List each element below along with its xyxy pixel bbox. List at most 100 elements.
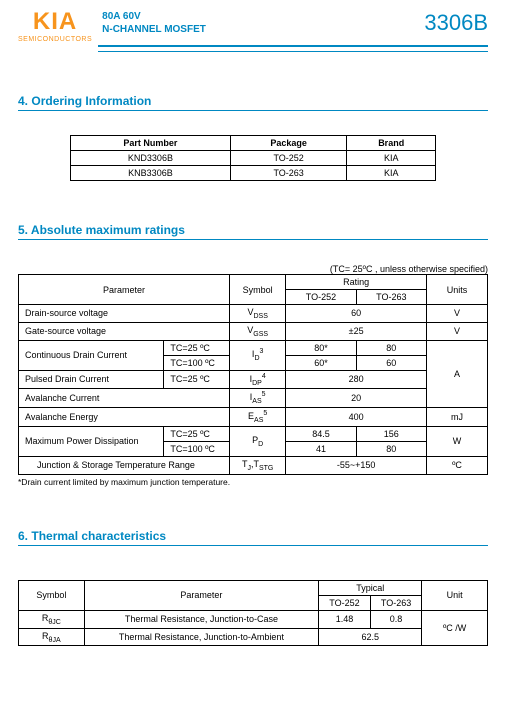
ordering-cell: KND3306B [70, 151, 230, 166]
amr-footnote: *Drain current limited by maximum juncti… [18, 477, 488, 487]
amr-rating: -55~+150 [286, 456, 427, 474]
header-rule-thick [98, 45, 488, 47]
amr-cond: TC=100 ºC [164, 441, 230, 456]
ordering-header-package: Package [231, 136, 347, 151]
table-row: Continuous Drain Current TC=25 ºC ID3 80… [19, 340, 488, 355]
amr-rating: 400 [286, 408, 427, 427]
amr-header-parameter: Parameter [19, 275, 230, 305]
amr-rating: 80 [356, 340, 426, 355]
table-row: Junction & Storage Temperature Range TJ,… [19, 456, 488, 474]
amr-symbol: TJ,TSTG [230, 456, 286, 474]
amr-symbol: ID3 [230, 340, 286, 370]
amr-units: ºC [426, 456, 487, 474]
table-row: KNB3306B TO-263 KIA [70, 166, 436, 181]
section-4-underline [18, 110, 488, 111]
amr-rating: 41 [286, 441, 356, 456]
logo-block: KIA SEMICONDUCTORS [18, 10, 92, 43]
ordering-cell: TO-252 [231, 151, 347, 166]
table-row: Maximum Power Dissipation TC=25 ºC PD 84… [19, 426, 488, 441]
amr-param: Gate-source voltage [19, 322, 230, 340]
table-row: RθJC Thermal Resistance, Junction-to-Cas… [19, 610, 488, 628]
amr-table: Parameter Symbol Rating Units TO-252 TO-… [18, 274, 488, 475]
amr-header-symbol: Symbol [230, 275, 286, 305]
amr-param: Continuous Drain Current [19, 340, 164, 370]
amr-cond: TC=25 ºC [164, 426, 230, 441]
header-rule-thin [98, 51, 488, 52]
amr-rating: 80* [286, 340, 356, 355]
ordering-cell: KIA [347, 151, 436, 166]
ordering-cell: TO-263 [231, 166, 347, 181]
amr-cond: TC=100 ºC [164, 355, 230, 370]
amr-rating: 60 [356, 355, 426, 370]
section-6-title: 6. Thermal characteristics [18, 529, 488, 543]
amr-param: Maximum Power Dissipation [19, 426, 164, 456]
amr-units: V [426, 305, 487, 323]
spec-title: 80A 60V N-CHANNEL MOSFET [102, 10, 206, 36]
amr-rating: 60* [286, 355, 356, 370]
amr-rating: 84.5 [286, 426, 356, 441]
section-6-number: 6. [18, 529, 28, 543]
amr-rating: 60 [286, 305, 427, 323]
brand-logo-sub: SEMICONDUCTORS [18, 36, 92, 43]
thermal-symbol: RθJA [19, 628, 85, 646]
amr-symbol: VGSS [230, 322, 286, 340]
table-row: Gate-source voltage VGSS ±25 V [19, 322, 488, 340]
table-row: RθJA Thermal Resistance, Junction-to-Amb… [19, 628, 488, 646]
spec-line-2: N-CHANNEL MOSFET [102, 24, 206, 35]
section-5-label: Absolute maximum ratings [31, 223, 185, 237]
page-header: KIA SEMICONDUCTORS 80A 60V N-CHANNEL MOS… [18, 10, 488, 43]
thermal-header-to263: TO-263 [370, 595, 422, 610]
amr-symbol: IDP4 [230, 370, 286, 389]
spec-line-1: 80A 60V [102, 11, 141, 22]
table-row: Parameter Symbol Rating Units [19, 275, 488, 290]
thermal-unit: ºC /W [422, 610, 488, 646]
amr-symbol: IAS5 [230, 389, 286, 408]
amr-param: Junction & Storage Temperature Range [19, 456, 230, 474]
thermal-symbol: RθJC [19, 610, 85, 628]
amr-param: Pulsed Drain Current [19, 370, 164, 389]
table-row: Avalanche Current IAS5 20 [19, 389, 488, 408]
ordering-header-brand: Brand [347, 136, 436, 151]
amr-param: Avalanche Current [19, 389, 230, 408]
amr-param: Drain-source voltage [19, 305, 230, 323]
section-4-number: 4. [18, 94, 28, 108]
amr-header-to252: TO-252 [286, 290, 356, 305]
section-5-number: 5. [18, 223, 28, 237]
ordering-cell: KIA [347, 166, 436, 181]
thermal-header-unit: Unit [422, 580, 488, 610]
thermal-value: 62.5 [319, 628, 422, 646]
table-row: Pulsed Drain Current TC=25 ºC IDP4 280 [19, 370, 488, 389]
thermal-header-to252: TO-252 [319, 595, 371, 610]
ordering-table: Part Number Package Brand KND3306B TO-25… [70, 135, 437, 181]
amr-rating: ±25 [286, 322, 427, 340]
table-row: Drain-source voltage VDSS 60 V [19, 305, 488, 323]
amr-cond: TC=25 ºC [164, 370, 230, 389]
amr-units: W [426, 426, 487, 456]
section-4-title: 4. Ordering Information [18, 94, 488, 108]
amr-header-to263: TO-263 [356, 290, 426, 305]
amr-param: Avalanche Energy [19, 408, 230, 427]
table-row: Avalanche Energy EAS5 400 mJ [19, 408, 488, 427]
amr-units: A [426, 340, 487, 408]
thermal-param: Thermal Resistance, Junction-to-Case [84, 610, 319, 628]
amr-header-rating: Rating [286, 275, 427, 290]
thermal-header-typical: Typical [319, 580, 422, 595]
thermal-param: Thermal Resistance, Junction-to-Ambient [84, 628, 319, 646]
thermal-value: 1.48 [319, 610, 371, 628]
section-6-underline [18, 545, 488, 546]
table-row: KND3306B TO-252 KIA [70, 151, 436, 166]
table-row: Symbol Parameter Typical Unit [19, 580, 488, 595]
section-4-label: Ordering Information [31, 94, 151, 108]
amr-units: mJ [426, 408, 487, 427]
amr-rating: 80 [356, 441, 426, 456]
section-5-title: 5. Absolute maximum ratings [18, 223, 488, 237]
amr-rating: 156 [356, 426, 426, 441]
table-row: Part Number Package Brand [70, 136, 436, 151]
ordering-header-partno: Part Number [70, 136, 230, 151]
thermal-header-parameter: Parameter [84, 580, 319, 610]
amr-rating: 280 [286, 370, 427, 389]
amr-rating: 20 [286, 389, 427, 408]
title-block: 80A 60V N-CHANNEL MOSFET 3306B [92, 10, 488, 36]
section-5-underline [18, 239, 488, 240]
brand-logo: KIA [33, 10, 77, 34]
